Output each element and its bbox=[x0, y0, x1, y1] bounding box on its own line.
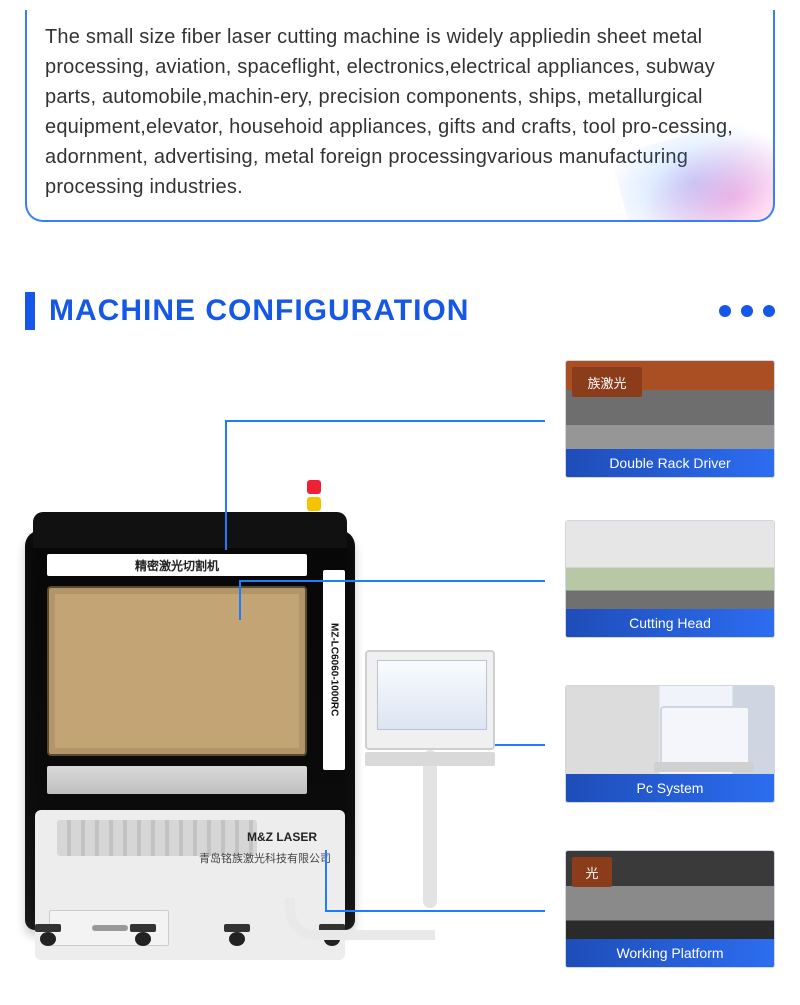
connector-line bbox=[225, 420, 227, 550]
connector-line bbox=[325, 910, 545, 912]
machine-illustration: 精密激光切割机 MZ-LC6060-1000RC M&Z LASER 青岛铭族激… bbox=[25, 490, 455, 960]
brand-label: M&Z LASER bbox=[247, 830, 317, 844]
accent-bar bbox=[25, 292, 35, 330]
pc-keyboard bbox=[365, 752, 495, 766]
dot-icon bbox=[719, 305, 731, 317]
thumb-cn-tag: 光 bbox=[572, 857, 612, 887]
decorative-dots bbox=[719, 305, 775, 317]
connector-line bbox=[325, 850, 327, 910]
monitor-arm bbox=[285, 898, 435, 940]
machine-title-cn: 精密激光切割机 bbox=[47, 554, 307, 576]
thumb-caption: Pc System bbox=[566, 774, 774, 802]
connector-line bbox=[495, 744, 545, 746]
machine-door bbox=[47, 766, 307, 794]
thumb-caption: Double Rack Driver bbox=[566, 449, 774, 477]
dot-icon bbox=[741, 305, 753, 317]
intro-box: The small size fiber laser cutting machi… bbox=[25, 10, 775, 222]
monitor-arm-upright bbox=[423, 750, 437, 908]
machine-body: 精密激光切割机 MZ-LC6060-1000RC M&Z LASER 青岛铭族激… bbox=[25, 530, 355, 930]
thumb-caption: Cutting Head bbox=[566, 609, 774, 637]
intro-text: The small size fiber laser cutting machi… bbox=[45, 22, 755, 202]
thumb-double-rack-driver: 族激光 Double Rack Driver bbox=[565, 360, 775, 478]
thumb-caption: Working Platform bbox=[566, 939, 774, 967]
thumb-cutting-head: Cutting Head bbox=[565, 520, 775, 638]
thumb-pc-system: Pc System bbox=[565, 685, 775, 803]
thumb-cn-tag: 族激光 bbox=[572, 367, 642, 397]
connector-line bbox=[225, 420, 545, 422]
brand-sub-label: 青岛铭族激光科技有限公司 bbox=[199, 850, 331, 866]
configuration-diagram: 精密激光切割机 MZ-LC6060-1000RC M&Z LASER 青岛铭族激… bbox=[25, 360, 775, 970]
dot-icon bbox=[763, 305, 775, 317]
connector-line bbox=[239, 580, 241, 620]
section-title: MACHINE CONFIGURATION bbox=[49, 294, 719, 328]
machine-window bbox=[47, 586, 307, 756]
machine-model-label: MZ-LC6060-1000RC bbox=[323, 570, 345, 770]
section-header: MACHINE CONFIGURATION bbox=[25, 292, 775, 330]
pc-monitor bbox=[365, 650, 495, 750]
thumb-working-platform: 光 Working Platform bbox=[565, 850, 775, 968]
connector-line bbox=[239, 580, 545, 582]
